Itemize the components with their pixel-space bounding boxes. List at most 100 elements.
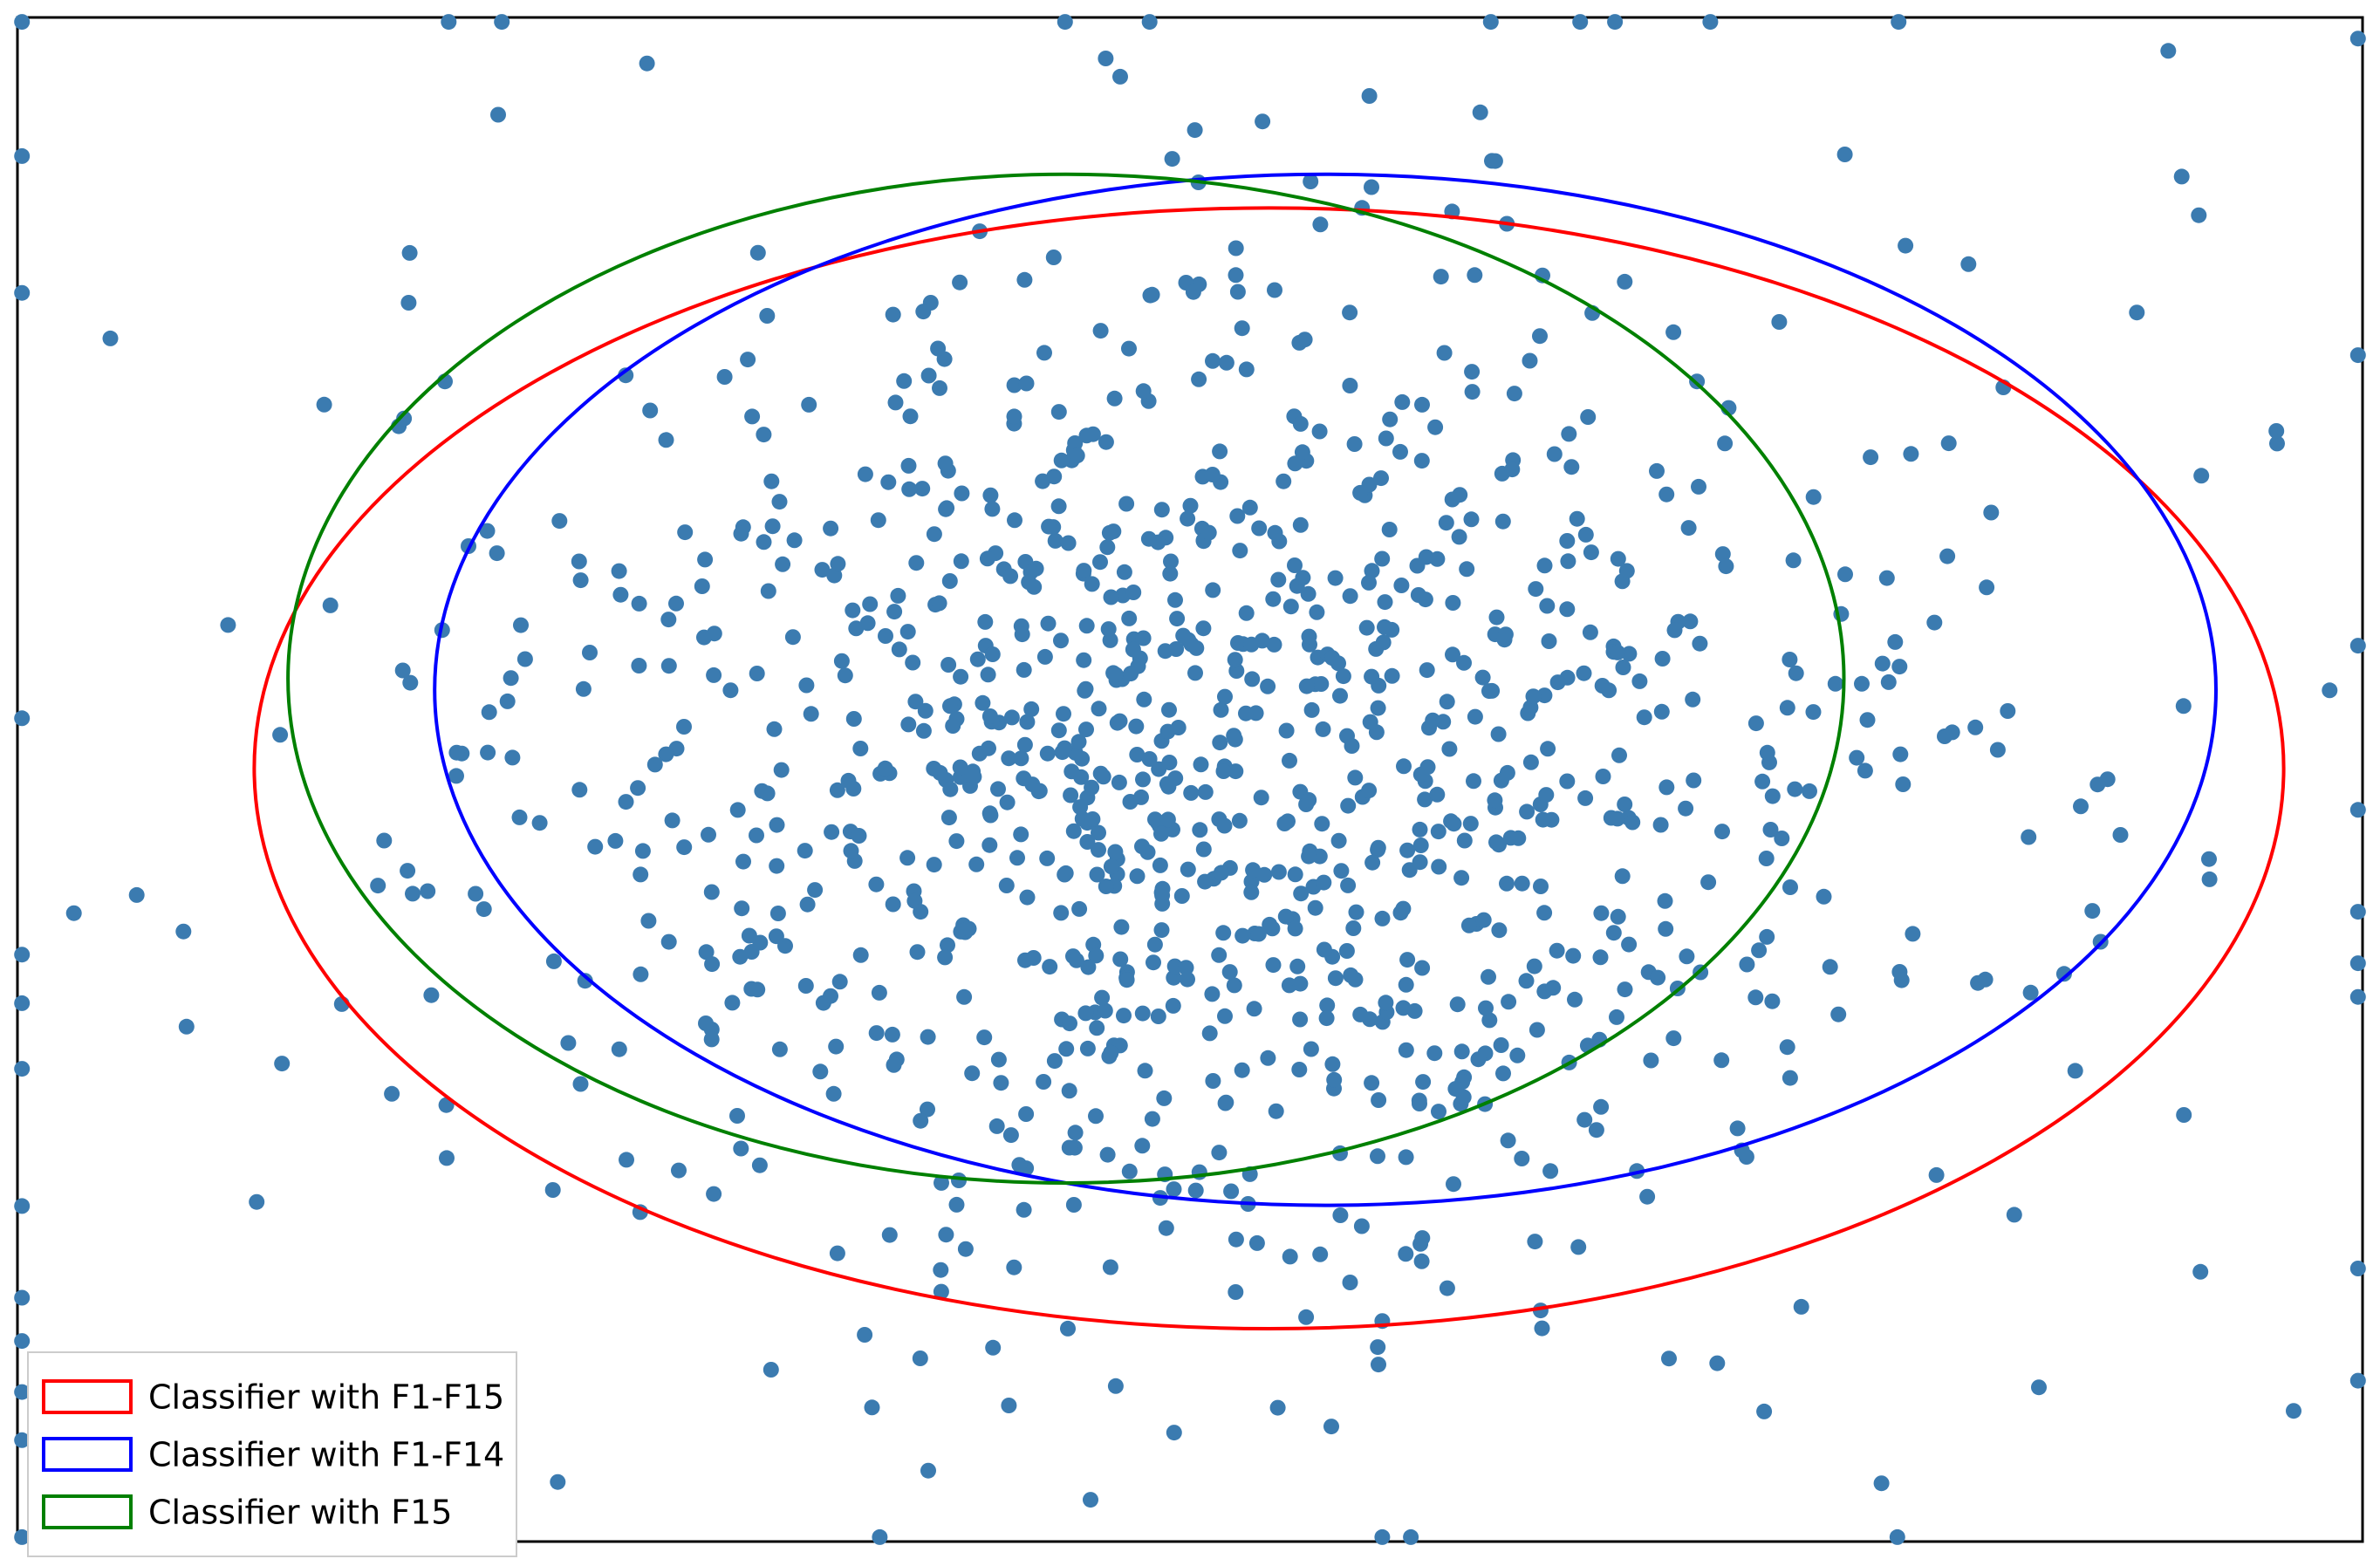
data-point (845, 781, 861, 797)
data-point (400, 295, 416, 311)
data-point (512, 810, 528, 825)
data-point (1112, 714, 1128, 729)
data-point (878, 761, 893, 776)
data-point (804, 706, 819, 721)
data-point (752, 935, 768, 951)
data-point (1709, 1356, 1725, 1371)
data-point (2160, 43, 2176, 58)
data-point (938, 502, 954, 517)
data-point (1361, 575, 1377, 591)
data-point (1983, 505, 1999, 521)
data-point (14, 995, 30, 1011)
data-point (1467, 267, 1482, 283)
data-point (1119, 972, 1135, 988)
data-point (1066, 824, 1082, 839)
data-point (1655, 651, 1671, 667)
data-point (1312, 216, 1328, 232)
data-point (1440, 1281, 1455, 1296)
data-point (1433, 269, 1449, 284)
data-point (1054, 453, 1070, 468)
data-point (1344, 738, 1360, 754)
data-point (1016, 770, 1031, 786)
data-point (402, 675, 418, 691)
data-point (1304, 702, 1320, 718)
data-point (1526, 688, 1542, 704)
data-point (1559, 533, 1575, 549)
data-point (853, 947, 869, 963)
data-point (1830, 1007, 1846, 1022)
data-point (1529, 1022, 1545, 1038)
data-point (1382, 412, 1398, 427)
data-point (1823, 959, 1838, 974)
data-point (1193, 756, 1209, 772)
data-point (985, 1340, 1001, 1356)
data-point (1378, 594, 1393, 610)
data-point (1215, 925, 1231, 940)
data-point (1837, 147, 1853, 162)
data-point (14, 148, 30, 164)
data-point (1123, 666, 1139, 681)
data-point (1111, 775, 1127, 790)
data-point (1891, 659, 1907, 674)
data-point (740, 352, 756, 367)
legend: Classifier with F1-F15Classifier with F1… (28, 1352, 516, 1556)
data-point (1537, 557, 1553, 573)
data-point (1414, 453, 1430, 468)
data-point (706, 1186, 722, 1202)
data-point (1756, 1404, 1772, 1419)
data-point (2350, 1261, 2366, 1276)
data-point (1514, 1151, 1529, 1166)
data-point (1464, 364, 1480, 379)
data-point (1340, 798, 1356, 814)
data-point (1103, 1045, 1118, 1061)
data-point (1960, 256, 1976, 272)
data-point (1978, 972, 1994, 988)
data-point (1301, 849, 1317, 865)
data-point (990, 781, 1006, 797)
data-point (1658, 921, 1673, 937)
data-point (896, 373, 912, 389)
data-point (1094, 990, 1110, 1006)
data-point (729, 1108, 745, 1124)
data-point (1003, 1127, 1019, 1143)
data-point (830, 1246, 845, 1262)
data-point (1232, 813, 1248, 829)
data-point (1461, 918, 1477, 933)
data-point (1370, 1339, 1385, 1355)
data-point (694, 578, 710, 594)
data-point (1214, 865, 1229, 880)
data-point (981, 667, 996, 682)
data-point (1615, 868, 1631, 884)
data-point (920, 1029, 936, 1045)
data-point (982, 805, 998, 821)
data-point (1070, 448, 1085, 463)
data-point (1510, 831, 1526, 846)
data-point (1156, 1091, 1172, 1106)
data-point (937, 949, 953, 965)
data-point (665, 812, 680, 828)
data-point (1243, 885, 1259, 900)
data-point (1702, 14, 1718, 30)
data-point (1314, 816, 1330, 831)
data-point (1167, 592, 1183, 608)
data-point (517, 652, 533, 667)
data-point (733, 1141, 749, 1157)
data-point (1665, 325, 1681, 340)
data-point (1532, 328, 1548, 344)
data-point (607, 833, 623, 849)
data-point (1495, 514, 1511, 530)
data-point (2268, 423, 2284, 439)
data-point (1053, 632, 1069, 648)
data-point (905, 655, 920, 671)
data-point (1324, 1056, 1340, 1072)
data-point (1714, 824, 1730, 839)
data-point (1161, 755, 1177, 770)
data-point (1941, 435, 1957, 451)
data-point (772, 494, 788, 509)
data-point (915, 304, 931, 319)
data-point (1653, 817, 1669, 833)
data-point (845, 603, 860, 619)
data-point (1419, 662, 1435, 678)
data-point (1520, 706, 1535, 721)
data-point (1084, 811, 1100, 827)
